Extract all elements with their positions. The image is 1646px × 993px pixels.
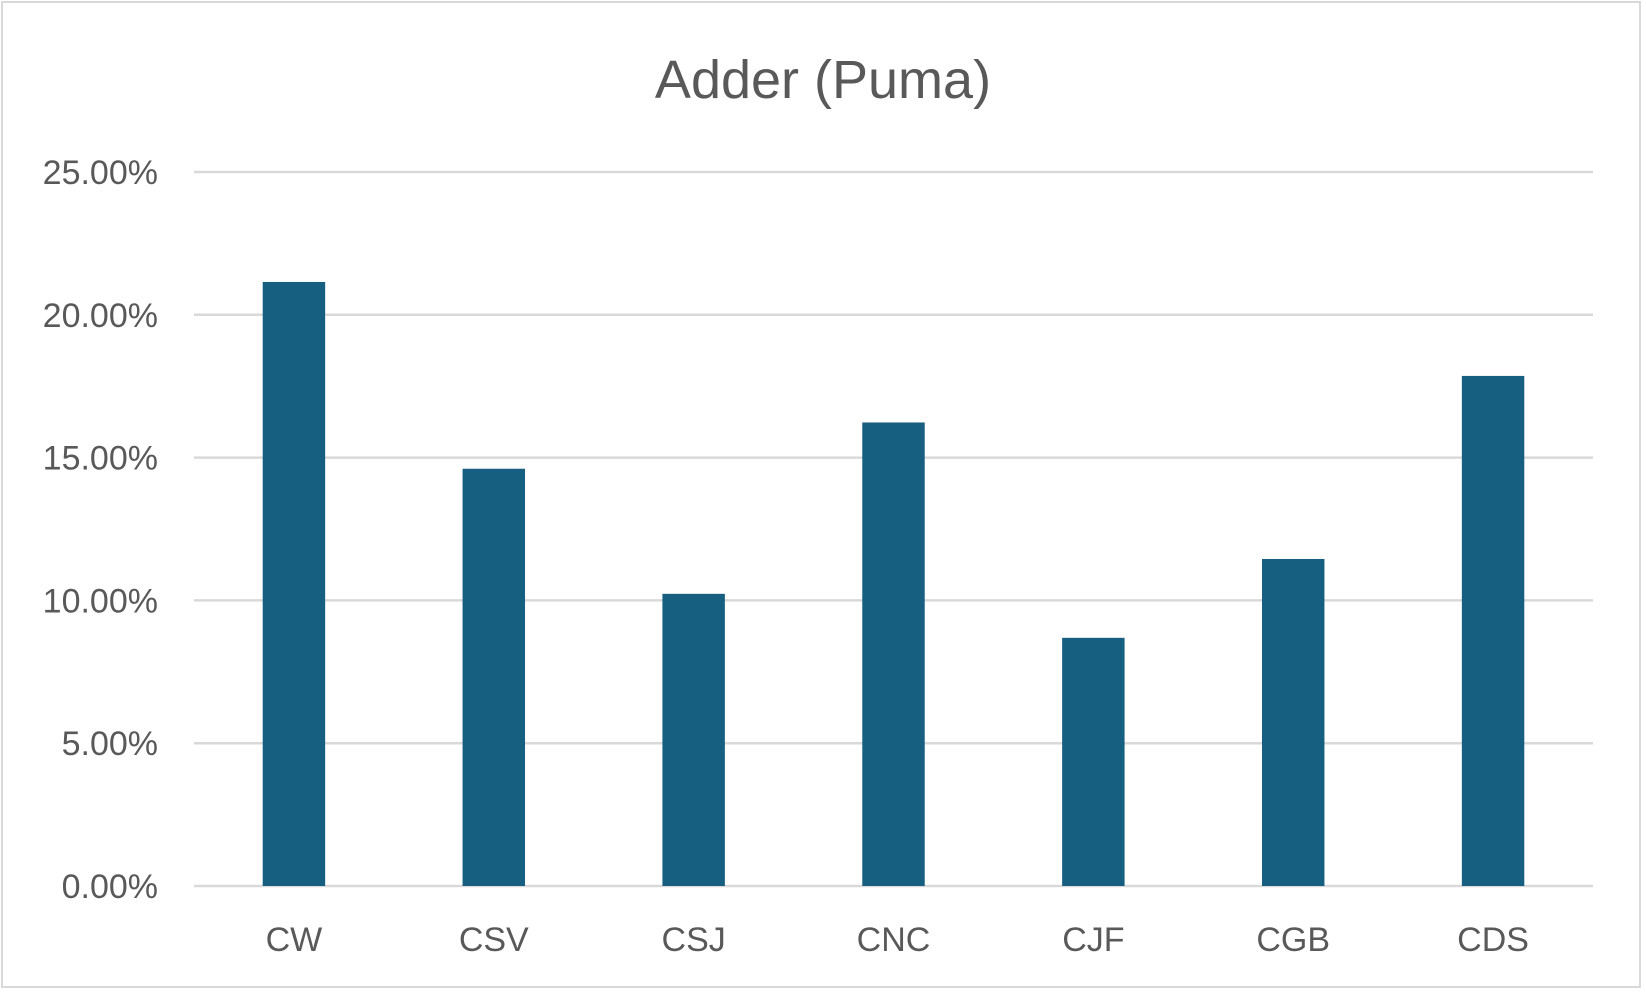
- bar-cjf: [1062, 637, 1125, 886]
- y-tick-label: 15.00%: [43, 440, 158, 478]
- x-tick-label: CW: [266, 921, 323, 959]
- x-tick-label: CJF: [1062, 921, 1124, 959]
- x-tick-label: CDS: [1457, 921, 1529, 959]
- bar-cgb: [1261, 558, 1325, 886]
- bar-cds: [1461, 375, 1525, 886]
- chart-title: Adder (Puma): [655, 50, 991, 110]
- y-tick-label: 5.00%: [62, 725, 158, 763]
- y-tick-label: 25.00%: [43, 154, 158, 192]
- x-tick-label: CNC: [857, 921, 931, 959]
- x-tick-label: CGB: [1256, 921, 1330, 959]
- bar-csj: [662, 593, 725, 886]
- y-axis-tick-labels: 0.00% 5.00% 10.00% 15.00% 20.00% 25.00%: [43, 154, 158, 906]
- y-tick-label: 0.00%: [62, 868, 158, 906]
- y-tick-label: 20.00%: [43, 297, 158, 335]
- bar-chart: Adder (Puma) 0.00% 5.00% 10.00% 15.00% 20.00…: [43, 50, 1593, 959]
- bar-cw: [262, 281, 326, 886]
- bar-cnc: [862, 422, 925, 886]
- x-tick-label: CSJ: [662, 921, 726, 959]
- y-tick-label: 10.00%: [43, 582, 158, 620]
- x-tick-label: CSV: [459, 921, 529, 959]
- x-axis-tick-labels: CW CSV CSJ CNC CJF CGB CDS: [266, 921, 1529, 959]
- bars: [262, 281, 1525, 886]
- bar-csv: [462, 468, 526, 886]
